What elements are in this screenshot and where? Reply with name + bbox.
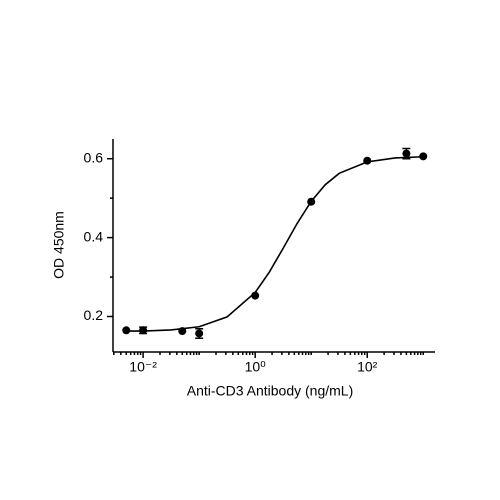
- x-tick-label: 10⁰: [245, 359, 267, 375]
- data-point: [402, 149, 411, 158]
- data-point: [307, 197, 316, 206]
- y-axis-label: OD 450nm: [51, 211, 67, 279]
- y-tick-label: 0.4: [84, 228, 104, 244]
- data-point: [419, 152, 428, 161]
- x-axis-label: Anti-CD3 Antibody (ng/mL): [187, 383, 354, 399]
- x-tick-label: 10²: [357, 359, 378, 375]
- x-tick-label: 10⁻²: [129, 359, 157, 375]
- data-point: [178, 327, 187, 336]
- fit-curve: [126, 155, 424, 332]
- data-point: [363, 156, 372, 165]
- data-point: [139, 326, 148, 335]
- y-tick-label: 0.6: [84, 149, 104, 165]
- data-point: [195, 329, 204, 338]
- y-tick-label: 0.2: [84, 307, 104, 323]
- data-point: [251, 291, 260, 300]
- data-point: [122, 326, 131, 335]
